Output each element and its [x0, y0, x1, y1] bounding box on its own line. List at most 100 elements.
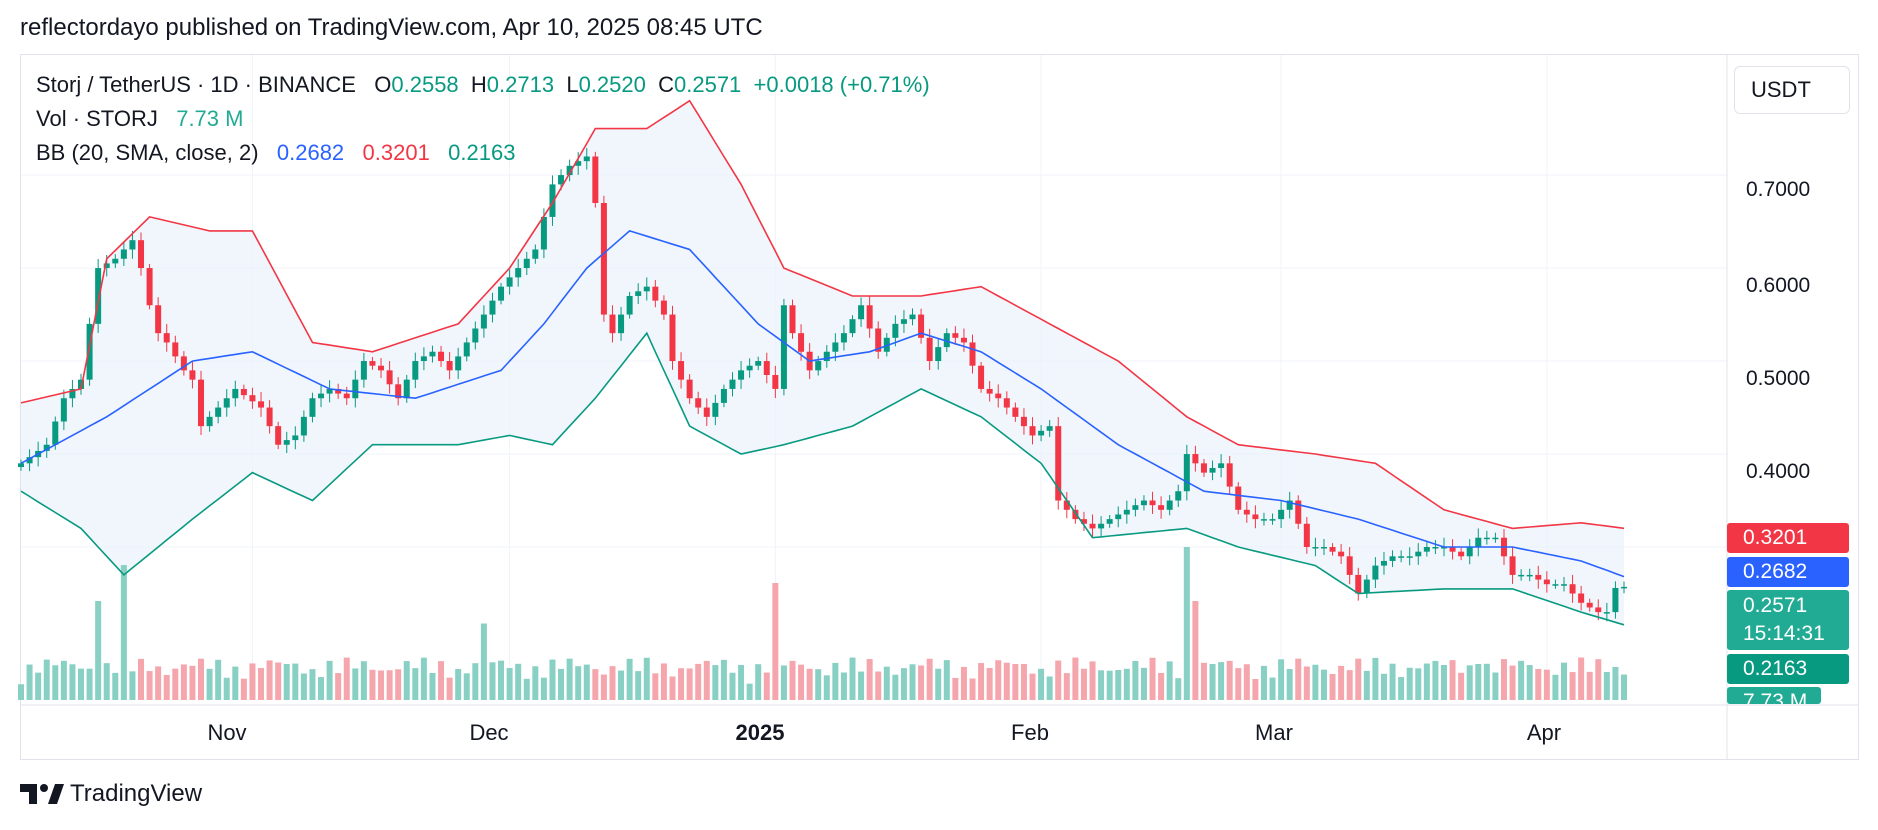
candle-body [652, 286, 659, 301]
volume-bar [386, 670, 393, 700]
candle-body [506, 277, 513, 287]
candle-body [95, 268, 102, 324]
volume-bar [849, 657, 856, 700]
candle-body [189, 370, 196, 380]
volume-bar [1158, 672, 1165, 700]
candle-body [1543, 579, 1550, 585]
symbol-name: Storj / TetherUS · 1D · BINANCE [36, 72, 356, 97]
candle-body [918, 314, 925, 338]
volume-bar [275, 662, 282, 700]
candle-body [292, 435, 299, 441]
bollinger-band-fill [21, 100, 1624, 625]
time-tick: Nov [207, 720, 247, 745]
candle-body [378, 365, 385, 371]
volume-bar [266, 660, 273, 700]
bb-lower-value: 0.2163 [448, 140, 516, 165]
volume-bar [360, 661, 367, 700]
volume-bar [1003, 662, 1010, 700]
volume-bar [1286, 669, 1293, 700]
volume-bar [1235, 668, 1242, 700]
volume-bar [35, 672, 42, 700]
volume-bar [1106, 670, 1113, 700]
candle-body [1449, 547, 1456, 552]
candle-body [738, 370, 745, 380]
bb-label: BB (20, SMA, close, 2) [36, 140, 259, 165]
chart-frame [20, 54, 1859, 760]
candle-body [43, 444, 50, 451]
candle-body [180, 356, 187, 371]
volume-bar [600, 674, 607, 700]
volume-bar [180, 664, 187, 700]
volume-bar [429, 672, 436, 700]
volume-bar [566, 658, 573, 700]
candle-body [489, 300, 496, 315]
candle-body [1483, 537, 1490, 540]
candle-body [1355, 574, 1362, 594]
candle-body [275, 426, 282, 445]
volume-bar [1020, 663, 1027, 700]
volume-bar [1149, 657, 1156, 700]
bb-lower-price-tag: 0.2163 [1727, 654, 1849, 684]
tradingview-wordmark: TradingView [70, 780, 203, 807]
candle-body [1423, 547, 1430, 552]
volume-bar [772, 583, 779, 700]
volume-bar [292, 663, 299, 700]
volume-bar [943, 660, 950, 700]
tradingview-logo[interactable]: TradingView [20, 780, 202, 808]
volume-bar [1329, 674, 1336, 700]
candle-body [300, 416, 307, 436]
volume-bar [995, 660, 1002, 700]
candle-body [1372, 565, 1379, 580]
bb-basis-price-tag: 0.2682 [1727, 557, 1849, 587]
volume-bar [249, 663, 256, 700]
volume-bar [215, 659, 222, 700]
candle-body [412, 361, 419, 380]
volume-bar [112, 672, 119, 700]
volume-bar [1123, 668, 1130, 700]
candle-body [26, 457, 33, 464]
volume-bar [1475, 664, 1482, 700]
candle-body [618, 314, 625, 334]
volume-bar [1080, 668, 1087, 700]
volume-bar [678, 668, 685, 700]
candle-body [1278, 509, 1285, 520]
volume-bar [283, 664, 290, 700]
candle-body [60, 398, 67, 422]
volume-bar [78, 668, 85, 700]
volume-bar [609, 666, 616, 700]
price-tick: 0.5000 [1746, 367, 1811, 390]
volume-bar [780, 665, 787, 700]
volume-bar [738, 664, 745, 700]
volume-bar [806, 668, 813, 700]
candle-body [1020, 416, 1027, 427]
candle-body [720, 388, 727, 403]
volume-bar [438, 661, 445, 700]
candle-body [1115, 514, 1122, 520]
candle-body [1260, 519, 1267, 521]
candle-body [1380, 560, 1387, 566]
candle-body [1192, 454, 1199, 464]
time-tick: Apr [1526, 720, 1562, 745]
candle-body [823, 351, 830, 362]
volume-bar [155, 666, 162, 700]
volume-bar [1415, 668, 1422, 700]
candle-body [258, 401, 265, 408]
volume-bar [635, 671, 642, 700]
volume-bar [1406, 667, 1413, 700]
candle-body [866, 305, 873, 329]
candle-body [69, 388, 76, 399]
candle-body [969, 342, 976, 366]
candle-body [515, 268, 522, 278]
candle-body [832, 342, 839, 352]
candle-body [1475, 537, 1482, 548]
volume-bar [918, 665, 925, 700]
currency-button[interactable]: USDT [1734, 66, 1850, 114]
volume-label: Vol · STORJ [36, 106, 158, 131]
volume-bar [755, 664, 762, 700]
volume-bar [1432, 660, 1439, 700]
candle-body [1166, 500, 1173, 510]
candle-body [755, 361, 762, 366]
candle-body [532, 249, 539, 259]
candle-body [1226, 463, 1233, 487]
